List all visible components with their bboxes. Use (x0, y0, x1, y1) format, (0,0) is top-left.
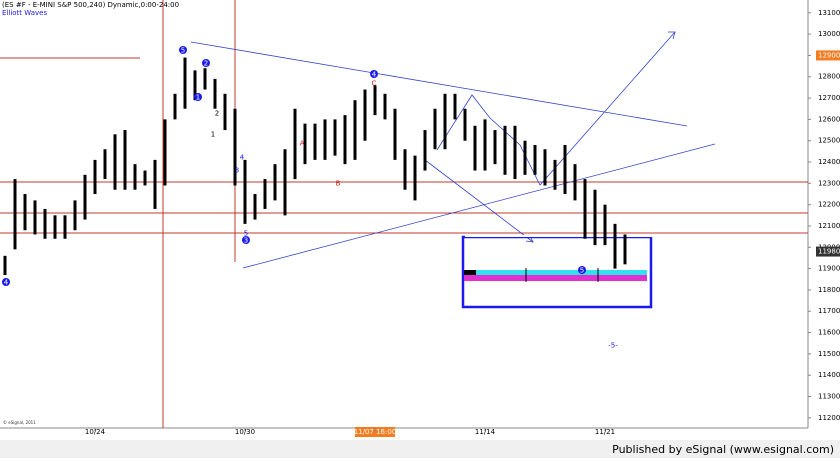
arrow (424, 159, 534, 243)
wave-label: 1 (196, 94, 200, 102)
band-mark (464, 270, 476, 275)
y-tick-label: 12400 (818, 158, 840, 166)
wave-marker (578, 266, 586, 274)
y-tick-label: 11200 (818, 414, 840, 422)
price-marker-label: 12900 (818, 51, 840, 59)
wave-label: 4 (4, 279, 9, 287)
x-tick-label: 11/21 (595, 428, 615, 436)
wave-label: 3 (244, 237, 248, 245)
y-tick-label: 13100 (818, 9, 840, 17)
price-marker (816, 246, 840, 257)
wave-label: 5 (181, 47, 185, 55)
y-tick-label: 11500 (818, 350, 840, 358)
y-tick-label: 11300 (818, 393, 840, 401)
y-tick-label: 12200 (818, 201, 840, 209)
y-tick-label: 12700 (818, 94, 840, 102)
wave-label: 4 (240, 154, 245, 162)
y-tick-label: 12300 (818, 179, 840, 187)
wave-label: 1 (211, 131, 215, 139)
wave-marker (202, 59, 210, 67)
wave-marker (370, 70, 378, 78)
wave-marker (2, 278, 10, 286)
x-label-highlight (355, 427, 395, 437)
wave-marker (194, 93, 202, 101)
wave-label: 2 (215, 110, 219, 118)
y-tick-label: 13000 (818, 30, 840, 38)
x-tick-label: 10/30 (235, 428, 255, 436)
magenta-band (464, 275, 647, 281)
box-gap (465, 235, 653, 237)
wave-marker (179, 46, 187, 54)
y-tick-label: 11800 (818, 286, 840, 294)
footer: Published by eSignal (www.esignal.com) (612, 443, 834, 456)
y-tick-label: 12100 (818, 222, 840, 230)
wave-label: -5- (608, 342, 618, 350)
wave-label: 5 (244, 230, 248, 238)
arrowhead (668, 31, 676, 40)
wave-label: B (336, 180, 341, 188)
wave-label: A (300, 140, 305, 148)
y-tick-label: 12600 (818, 115, 840, 123)
wave-marker (242, 236, 250, 244)
x-tick-label: 11/14 (475, 428, 496, 436)
y-tick-label: 12800 (818, 73, 840, 81)
chart-title: (ES #F - E-MINI S&P 500,240) Dynamic,0:0… (2, 1, 179, 9)
wave-label: C (372, 80, 377, 88)
chart-subtitle: Elliott Waves (2, 9, 47, 17)
cyan-band (464, 270, 647, 275)
x-tick-label: 10/24 (85, 428, 106, 436)
price-marker-label: 11980 (818, 248, 840, 256)
y-tick-label: 12500 (818, 137, 840, 145)
y-tick-label: 11700 (818, 307, 840, 315)
copyright: © eSignal, 2011 (3, 420, 36, 425)
wave-label: 4 (372, 71, 377, 79)
y-tick-label: 11600 (818, 329, 840, 337)
wave-label: 2 (204, 60, 208, 68)
wave-label: 3 (235, 167, 239, 175)
trendlines (190, 31, 716, 269)
price-marker (816, 50, 840, 61)
trendline (242, 143, 716, 269)
x-tick-label: 11/07 16:00 (354, 428, 397, 436)
y-tick-label: 11400 (818, 371, 840, 379)
wave-label: 5 (580, 267, 584, 275)
y-tick-label: 11900 (818, 265, 840, 273)
footer-bar (0, 440, 840, 458)
